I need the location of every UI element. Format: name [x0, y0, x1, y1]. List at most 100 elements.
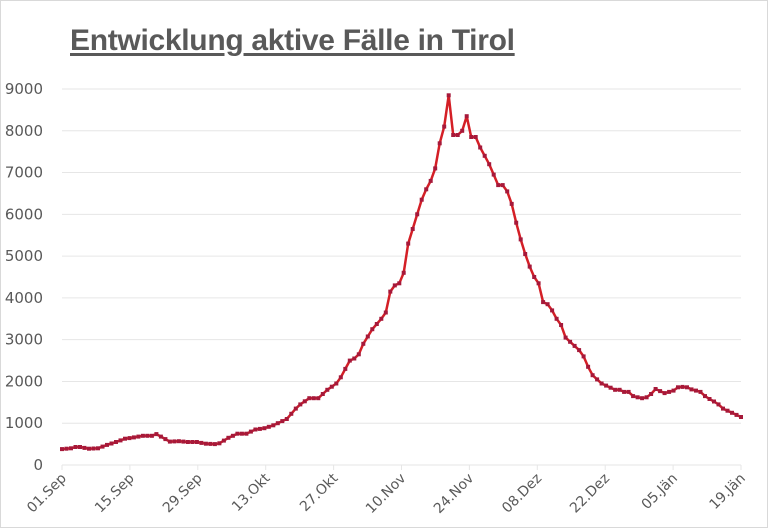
data-point-marker: [446, 93, 451, 98]
data-point-marker: [383, 310, 388, 315]
data-point-marker: [586, 364, 591, 369]
data-point-marker: [442, 124, 447, 129]
data-point-marker: [176, 439, 181, 444]
data-point-marker: [734, 412, 739, 417]
data-point-marker: [689, 387, 694, 392]
x-tick-label: 27.Okt: [297, 470, 342, 515]
y-tick-label: 2000: [5, 372, 43, 390]
data-point-marker: [500, 183, 505, 188]
data-point-marker: [114, 440, 118, 444]
data-point-marker: [244, 431, 249, 436]
data-point-marker: [356, 352, 361, 357]
data-point-marker: [280, 419, 285, 424]
x-tick-label: 15.Sep: [92, 470, 138, 516]
data-point-marker: [635, 395, 640, 400]
data-point-marker: [293, 406, 298, 411]
data-point-marker: [60, 447, 64, 452]
data-point-marker: [253, 427, 258, 432]
y-tick-label: 9000: [5, 80, 43, 98]
x-tick-label: 05.Jän: [639, 471, 681, 513]
data-point-marker: [123, 436, 127, 441]
data-point-marker: [140, 433, 145, 438]
data-point-marker: [289, 411, 294, 416]
data-point-marker: [622, 389, 627, 394]
data-point-marker: [262, 426, 267, 431]
data-point-marker: [658, 389, 663, 394]
data-point-marker: [595, 377, 600, 382]
data-point-marker: [604, 383, 609, 388]
data-point-marker: [437, 141, 442, 146]
data-point-marker: [482, 153, 487, 158]
data-point-marker: [541, 300, 546, 305]
data-point-marker: [194, 440, 199, 444]
data-point-marker: [311, 396, 316, 401]
x-tick-label: 29.Sep: [160, 470, 206, 516]
x-tick-label: 10.Nov: [363, 471, 409, 517]
series-markers: [60, 93, 743, 452]
data-point-marker: [365, 334, 370, 339]
data-point-marker: [649, 392, 654, 396]
data-point-marker: [392, 283, 397, 288]
y-tick-label: 7000: [5, 164, 43, 182]
data-point-marker: [379, 316, 384, 321]
data-point-marker: [230, 433, 235, 438]
data-point-marker: [275, 421, 280, 426]
data-point-marker: [428, 178, 433, 183]
data-point-marker: [460, 128, 465, 133]
data-point-marker: [725, 408, 730, 413]
data-point-marker: [518, 237, 523, 242]
data-point-marker: [266, 424, 271, 429]
data-point-marker: [572, 343, 577, 348]
data-point-marker: [716, 402, 721, 407]
data-point-marker: [87, 446, 91, 451]
data-point-marker: [248, 429, 253, 434]
data-point-marker: [644, 395, 649, 400]
data-point-marker: [599, 381, 604, 386]
data-point-marker: [334, 381, 339, 386]
data-point-marker: [172, 439, 177, 444]
data-point-marker: [212, 442, 217, 447]
data-point-marker: [703, 394, 707, 399]
data-point-marker: [559, 323, 564, 327]
data-point-marker: [509, 201, 514, 206]
data-point-marker: [505, 189, 510, 194]
data-point-marker: [82, 445, 87, 450]
data-point-marker: [626, 389, 631, 394]
data-point-marker: [190, 440, 195, 444]
data-point-marker: [662, 391, 667, 396]
data-point-marker: [397, 281, 402, 286]
data-point-marker: [325, 387, 330, 392]
data-point-marker: [406, 241, 411, 246]
data-point-marker: [613, 387, 618, 392]
data-point-marker: [158, 434, 163, 439]
data-point-marker: [370, 327, 375, 332]
data-point-marker: [581, 354, 586, 359]
data-point-marker: [491, 172, 496, 177]
data-point-marker: [235, 431, 240, 436]
y-tick-label: 0: [33, 456, 43, 474]
data-point-marker: [203, 441, 208, 446]
data-point-marker: [149, 433, 154, 438]
data-point-marker: [424, 187, 429, 192]
data-point-marker: [478, 145, 483, 150]
data-point-marker: [721, 406, 725, 411]
data-point-marker: [653, 387, 658, 391]
data-point-marker: [608, 385, 613, 390]
data-point-marker: [284, 417, 289, 421]
data-point-marker: [91, 446, 96, 451]
x-tick-label: 13.Okt: [229, 470, 274, 515]
data-point-marker: [298, 402, 303, 407]
data-point-marker: [680, 384, 685, 389]
data-point-marker: [698, 389, 703, 394]
y-tick-label: 6000: [5, 205, 43, 223]
data-point-marker: [739, 415, 743, 419]
data-point-marker: [118, 438, 123, 443]
data-point-marker: [69, 446, 73, 451]
data-point-marker: [496, 183, 501, 188]
data-point-marker: [217, 441, 222, 446]
y-tick-label: 1000: [5, 414, 43, 432]
data-point-marker: [338, 375, 343, 380]
data-point-marker: [127, 436, 132, 441]
data-point-marker: [374, 322, 379, 326]
data-point-marker: [131, 435, 136, 440]
